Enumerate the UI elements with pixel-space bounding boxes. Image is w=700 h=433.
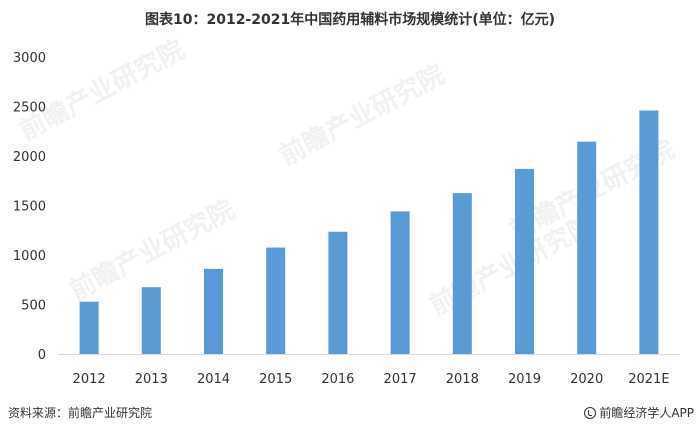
bar xyxy=(266,247,286,354)
bar-chart: 0 500 1000 1500 2000 2500 3000 2012 2013 2014 2015… xyxy=(13,51,680,387)
x-tick-label: 2014 xyxy=(197,372,230,387)
x-tick-label: 2016 xyxy=(321,372,354,387)
y-tick-label: 1500 xyxy=(13,200,46,215)
bar xyxy=(452,193,472,354)
y-tick-label: 2500 xyxy=(13,101,46,116)
x-tick-label: 2019 xyxy=(508,372,541,387)
bar xyxy=(515,168,534,354)
x-tick-label: 2013 xyxy=(135,372,168,387)
x-tick-label: 2015 xyxy=(259,372,292,387)
bar xyxy=(79,301,99,354)
bar xyxy=(141,287,161,354)
y-tick-label: 3000 xyxy=(13,51,46,66)
bar xyxy=(390,211,410,354)
brand-logo-icon xyxy=(584,406,597,419)
y-tick-label: 1000 xyxy=(13,249,46,264)
brand-text: 前瞻经济学人APP xyxy=(599,406,694,420)
bar xyxy=(577,141,597,354)
bar xyxy=(204,268,223,354)
y-tick-label: 0 xyxy=(38,348,46,363)
x-tick-label: 2020 xyxy=(570,372,603,387)
y-tick-label: 2000 xyxy=(13,150,46,165)
x-tick-label: 2017 xyxy=(384,372,417,387)
chart-title: 图表10：2012-2021年中国药用辅料市场规模统计(单位：亿元) xyxy=(144,12,556,28)
bar xyxy=(639,110,659,355)
source-note: 资料来源：前瞻产业研究院 xyxy=(8,406,153,420)
brand-credit: 前瞻经济学人APP xyxy=(584,404,694,421)
x-tick-label: 2018 xyxy=(446,372,479,387)
bar xyxy=(328,231,348,354)
y-tick-label: 500 xyxy=(21,299,46,314)
x-tick-label: 2021E xyxy=(628,372,669,387)
x-tick-label: 2012 xyxy=(73,372,106,387)
